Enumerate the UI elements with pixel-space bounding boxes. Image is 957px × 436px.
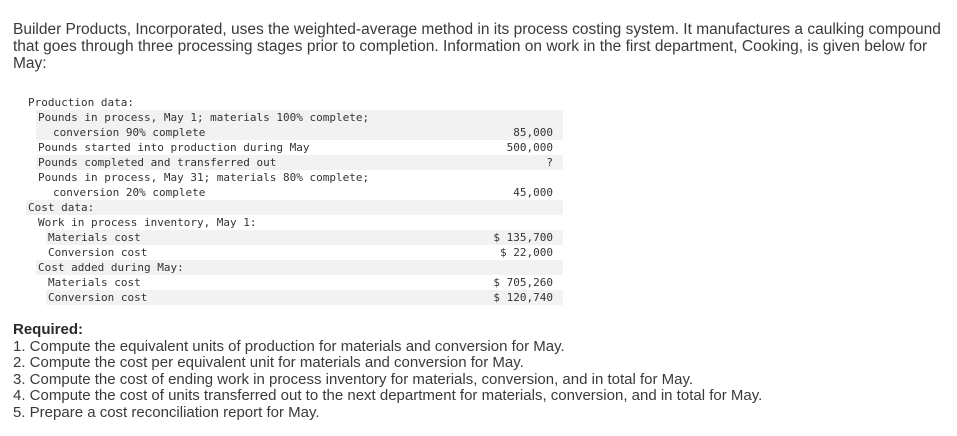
table-row: Cost data:	[26, 200, 563, 215]
materials-cost-label: Materials cost	[48, 231, 141, 244]
wip-may31-value: 45,000	[513, 186, 553, 199]
wip-may31-label: Pounds in process, May 31; materials 80%…	[38, 171, 370, 184]
table-row: Materials cost $ 705,260	[26, 275, 563, 290]
table-row: Materials cost $ 135,700	[26, 230, 563, 245]
table-row: Work in process inventory, May 1:	[26, 215, 563, 230]
table-row: Pounds in process, May 1; materials 100%…	[26, 110, 563, 125]
production-data-header: Production data:	[28, 96, 134, 109]
table-row: Conversion cost $ 120,740	[26, 290, 563, 305]
required-item: 4. Compute the cost of units transferred…	[13, 387, 763, 404]
cost-added-header: Cost added during May:	[38, 261, 184, 274]
table-row: conversion 20% complete 45,000	[26, 185, 563, 200]
started-label: Pounds started into production during Ma…	[38, 141, 310, 154]
required-section: Required: 1. Compute the equivalent unit…	[13, 321, 943, 421]
conversion-cost-label: Conversion cost	[48, 246, 148, 259]
table-row: Production data:	[26, 95, 563, 110]
wip-may1-label: Pounds in process, May 1; materials 100%…	[38, 111, 370, 124]
completed-value: ?	[546, 156, 553, 169]
table-row: Pounds started into production during Ma…	[26, 140, 563, 155]
required-item: 1. Compute the equivalent units of produ…	[13, 337, 565, 355]
added-materials-label: Materials cost	[48, 276, 141, 289]
started-value: 500,000	[506, 141, 553, 154]
wip-may1-label-cont: conversion 90% complete	[53, 126, 206, 139]
conversion-cost-value: $ 22,000	[500, 246, 553, 259]
wip-inventory-header: Work in process inventory, May 1:	[38, 216, 257, 229]
wip-may1-value: 85,000	[513, 126, 553, 139]
completed-label: Pounds completed and transferred out	[38, 156, 277, 169]
materials-cost-value: $ 135,700	[493, 231, 553, 244]
required-item: 3. Compute the cost of ending work in pr…	[13, 370, 694, 388]
added-conversion-label: Conversion cost	[48, 291, 148, 304]
table-row: Conversion cost $ 22,000	[26, 245, 563, 260]
required-item: 5. Prepare a cost reconciliation report …	[13, 403, 320, 421]
problem-intro: Builder Products, Incorporated, uses the…	[13, 21, 941, 72]
wip-may31-label-cont: conversion 20% complete	[53, 186, 206, 199]
added-conversion-value: $ 120,740	[493, 291, 553, 304]
cost-data-header: Cost data:	[28, 201, 95, 214]
table-row: conversion 90% complete 85,000	[26, 125, 563, 140]
required-item: 2. Compute the cost per equivalent unit …	[13, 354, 524, 371]
table-row: Pounds in process, May 31; materials 80%…	[26, 170, 563, 185]
data-table: Production data: Pounds in process, May …	[26, 95, 563, 305]
table-row: Pounds completed and transferred out ?	[26, 155, 563, 170]
added-materials-value: $ 705,260	[493, 276, 553, 289]
required-title: Required:	[13, 321, 84, 338]
table-row: Cost added during May:	[26, 260, 563, 275]
